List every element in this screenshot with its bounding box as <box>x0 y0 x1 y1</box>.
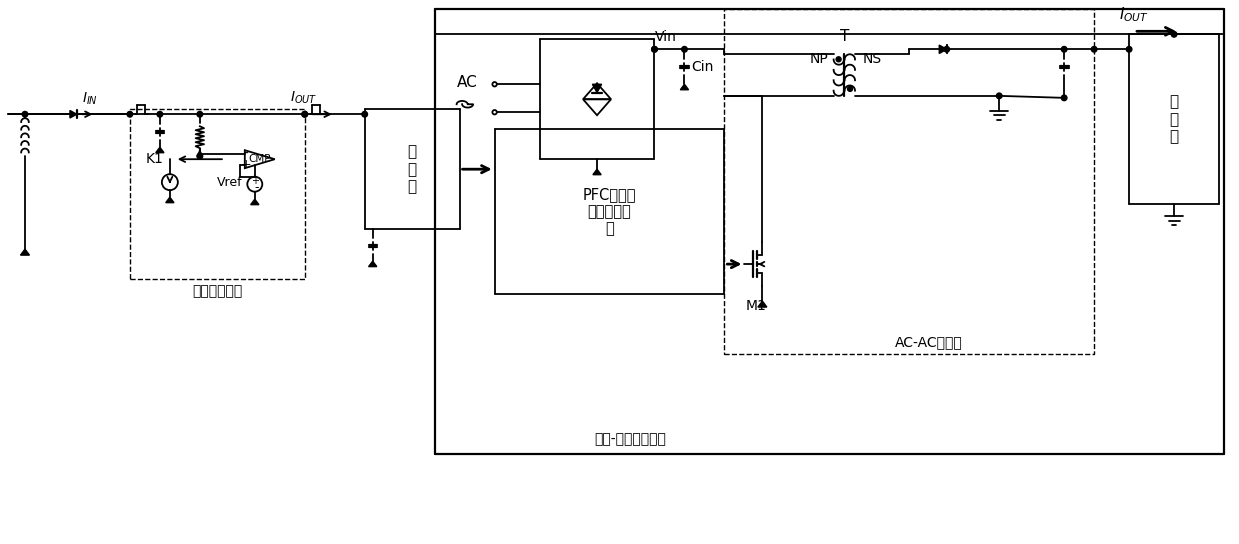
Text: $I_{OUT}$: $I_{OUT}$ <box>290 90 317 106</box>
Polygon shape <box>939 45 947 53</box>
Text: +: + <box>242 158 252 171</box>
Circle shape <box>996 93 1002 98</box>
Text: AC-AC变换器: AC-AC变换器 <box>896 335 963 349</box>
Text: Cin: Cin <box>691 60 714 75</box>
Polygon shape <box>166 197 173 203</box>
Text: NS: NS <box>862 52 882 66</box>
Text: 线性恒压电路: 线性恒压电路 <box>192 284 243 298</box>
Text: AC: AC <box>457 75 478 90</box>
Circle shape <box>1062 95 1067 101</box>
Polygon shape <box>250 199 259 205</box>
Text: $I_{OUT}$: $I_{OUT}$ <box>1119 5 1149 24</box>
Polygon shape <box>680 84 689 90</box>
Polygon shape <box>592 84 602 92</box>
Circle shape <box>302 112 307 117</box>
Polygon shape <box>758 301 767 307</box>
Text: 灯
负
载: 灯 负 载 <box>1170 94 1178 144</box>
Polygon shape <box>593 169 601 175</box>
Circle shape <box>652 46 657 52</box>
Text: 交流-直流转换电路: 交流-直流转换电路 <box>595 432 667 446</box>
Circle shape <box>128 112 133 117</box>
Text: NP: NP <box>810 52 829 66</box>
Text: Vin: Vin <box>654 30 676 44</box>
Circle shape <box>1092 46 1097 52</box>
Circle shape <box>1126 46 1132 52</box>
Text: +: + <box>250 176 259 187</box>
Circle shape <box>197 112 203 117</box>
Text: M1: M1 <box>746 299 767 313</box>
Text: 调
光
器: 调 光 器 <box>408 144 416 194</box>
Circle shape <box>1062 46 1067 52</box>
Polygon shape <box>368 261 377 267</box>
Polygon shape <box>156 147 164 153</box>
Text: Vref: Vref <box>217 176 243 189</box>
Text: K1: K1 <box>146 152 164 166</box>
Text: -: - <box>254 181 259 194</box>
Circle shape <box>847 86 852 91</box>
Circle shape <box>22 112 27 117</box>
Bar <box>725 9 1094 354</box>
Text: -: - <box>244 147 249 161</box>
Circle shape <box>652 46 657 52</box>
Circle shape <box>197 153 203 159</box>
Circle shape <box>302 112 307 117</box>
Text: CMP: CMP <box>249 154 271 164</box>
Circle shape <box>362 112 368 117</box>
Circle shape <box>1171 32 1177 37</box>
Polygon shape <box>69 110 77 118</box>
Polygon shape <box>21 249 30 255</box>
Bar <box>130 109 305 279</box>
Circle shape <box>836 57 841 62</box>
Circle shape <box>681 46 688 52</box>
Text: PFC恒流可
调光控制电
路: PFC恒流可 调光控制电 路 <box>582 187 637 237</box>
Circle shape <box>157 112 162 117</box>
Text: $I_{IN}$: $I_{IN}$ <box>83 91 98 107</box>
Text: T: T <box>840 29 849 44</box>
Circle shape <box>944 46 949 52</box>
